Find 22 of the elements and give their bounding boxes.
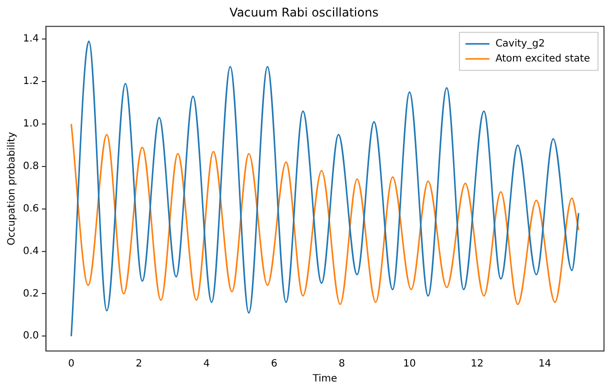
y-tick-label: 1.4 — [22, 34, 39, 45]
y-tick-label: 0.4 — [22, 246, 39, 257]
x-tick-label: 12 — [470, 358, 484, 370]
x-axis-title: Time — [312, 374, 338, 385]
x-tick-label: 14 — [538, 358, 552, 370]
legend-label: Cavity_g2 — [495, 38, 545, 50]
y-tick-label: 0.6 — [22, 203, 39, 214]
y-axis-title: Occupation probability — [6, 132, 18, 246]
y-tick-label: 0.0 — [22, 330, 39, 342]
chart-title: Vacuum Rabi oscillations — [230, 5, 378, 20]
legend-label: Atom excited state — [495, 53, 590, 64]
y-tick-label: 1.2 — [22, 76, 39, 88]
x-tick-label: 2 — [136, 358, 142, 370]
line-series — [70, 123, 580, 306]
y-tick-label: 1.0 — [22, 118, 39, 130]
x-tick-label: 4 — [203, 358, 210, 370]
y-tick-label: 0.2 — [22, 288, 39, 300]
x-tick-label: 0 — [68, 358, 74, 370]
y-tick-label: 0.8 — [22, 161, 39, 172]
x-tick-label: 6 — [271, 358, 278, 370]
x-tick-label: 10 — [403, 358, 416, 370]
x-tick-label: 8 — [338, 358, 346, 370]
